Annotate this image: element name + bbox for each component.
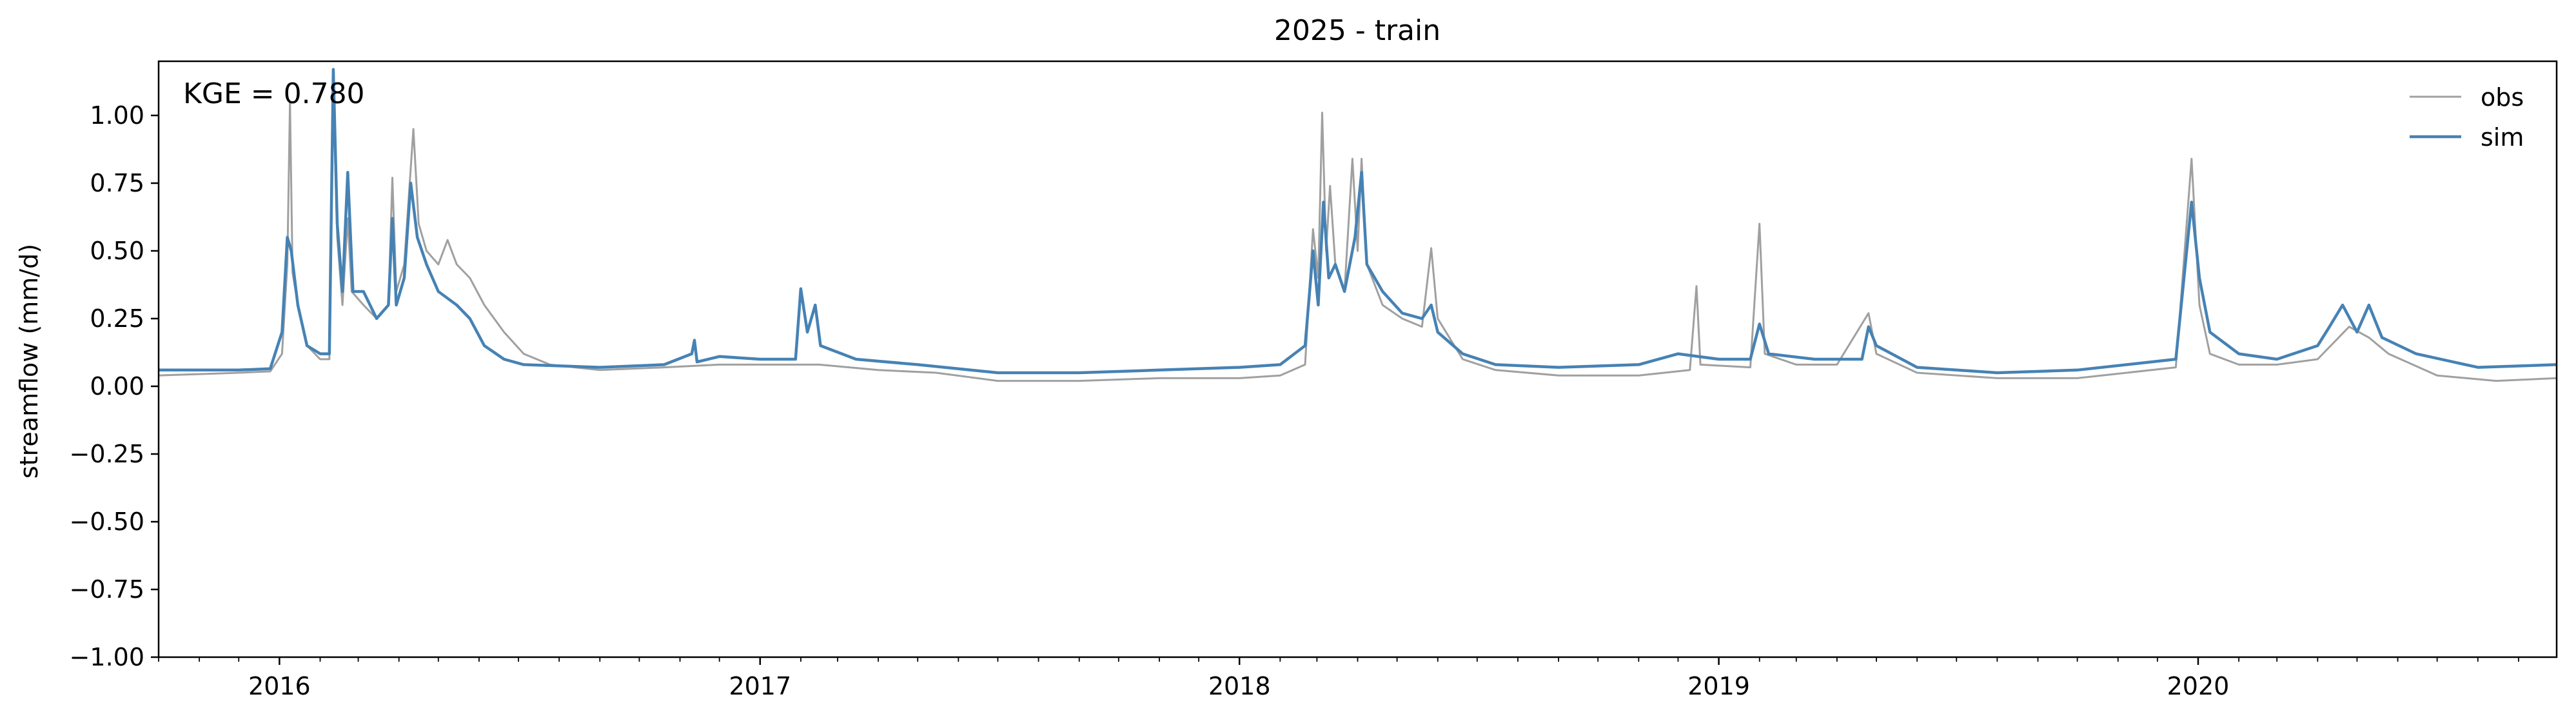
x-tick-label: 2019 bbox=[1687, 672, 1750, 700]
x-tick-label: 2017 bbox=[729, 672, 791, 700]
y-tick-label: 0.25 bbox=[90, 304, 144, 333]
y-tick-label: 0.75 bbox=[90, 169, 144, 197]
y-tick-label: 0.50 bbox=[90, 237, 144, 265]
legend: obs sim bbox=[2410, 83, 2524, 152]
y-tick-label: −0.25 bbox=[70, 440, 144, 468]
plot-area bbox=[158, 68, 2557, 382]
chart-title: 2025 - train bbox=[1274, 14, 1440, 47]
legend-label-obs: obs bbox=[2481, 83, 2524, 112]
legend-label-sim: sim bbox=[2481, 123, 2524, 152]
x-tick-label: 2020 bbox=[2167, 672, 2230, 700]
series-line-sim bbox=[159, 68, 2557, 375]
series-line-obs bbox=[158, 87, 2557, 382]
plot-frame bbox=[157, 60, 2558, 658]
y-tick-label: −0.75 bbox=[70, 575, 144, 604]
kge-annotation: KGE = 0.780 bbox=[183, 77, 365, 110]
y-tick-label: 1.00 bbox=[90, 101, 144, 130]
y-tick-label: −1.00 bbox=[70, 643, 144, 671]
y-axis: −1.00 −0.75 −0.50 −0.25 0.00 0.25 0.50 0.75 1.00 bbox=[70, 101, 159, 671]
x-tick-label: 2016 bbox=[248, 672, 311, 700]
x-axis: 2016 2017 2018 2019 2020 bbox=[158, 657, 2519, 700]
x-tick-label: 2018 bbox=[1208, 672, 1271, 700]
y-axis-label: streamflow (mm/d) bbox=[15, 244, 43, 479]
y-tick-label: 0.00 bbox=[90, 372, 144, 400]
y-tick-label: −0.50 bbox=[70, 508, 144, 536]
